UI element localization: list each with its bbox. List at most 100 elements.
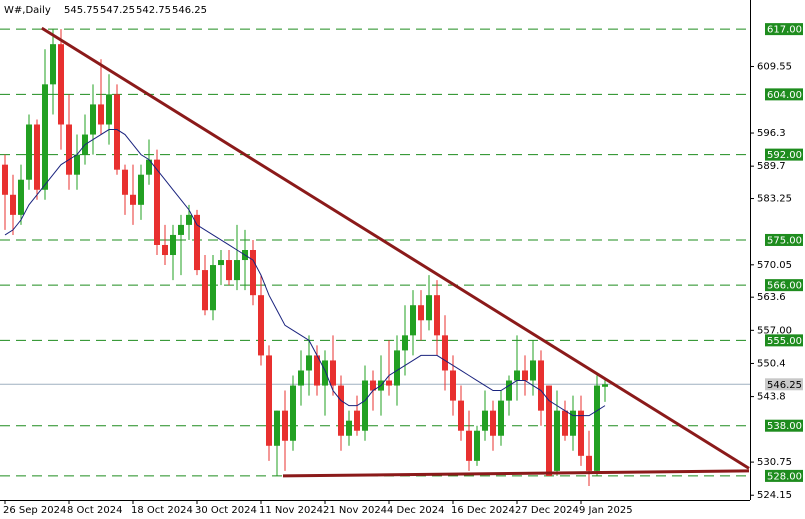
candle-body — [290, 385, 296, 441]
candle-body — [98, 104, 104, 125]
candle-body — [234, 260, 240, 281]
candle-body — [354, 410, 360, 431]
y-tick-label: 543.8 — [757, 392, 786, 403]
level-label-box — [765, 334, 803, 347]
candle-body — [546, 385, 552, 476]
level-label: 617.00 — [767, 25, 802, 36]
candle-body — [402, 335, 408, 351]
level-label-box — [765, 279, 803, 292]
candle-body — [362, 380, 368, 431]
candle-body — [578, 410, 584, 456]
candle-body — [562, 410, 568, 436]
candle-body — [146, 159, 152, 175]
header-value: 547.25 — [100, 5, 135, 16]
candle-body — [442, 335, 448, 371]
x-tick-label: 26 Sep 2024 — [3, 505, 66, 516]
candle-body — [570, 410, 576, 436]
candle-body — [586, 455, 592, 471]
candle-body — [266, 355, 272, 446]
candle-body — [282, 410, 288, 441]
x-tick-label: 18 Oct 2024 — [131, 505, 193, 516]
candle-body — [42, 84, 48, 190]
y-tick-label: 570.05 — [757, 260, 792, 271]
candle-body — [170, 234, 176, 256]
y-tick-label: 609.55 — [757, 62, 792, 73]
candle-body — [506, 380, 512, 401]
current-price-label: 546.25 — [767, 380, 802, 391]
candle-body — [314, 355, 320, 386]
level-label-box — [765, 419, 803, 432]
candle-body — [298, 370, 304, 386]
candle-body — [522, 370, 528, 381]
candle-body — [186, 214, 192, 225]
candle-body — [226, 260, 232, 281]
y-tick-label: 596.3 — [757, 128, 786, 139]
y-tick-label: 557.00 — [757, 325, 792, 336]
candle-body — [538, 360, 544, 411]
candle-body — [338, 385, 344, 436]
candle-body — [66, 124, 72, 175]
candle-body — [26, 124, 32, 180]
candle-body — [498, 400, 504, 436]
candle-body — [58, 44, 64, 125]
candle-body — [10, 194, 16, 215]
header-value: 546.25 — [172, 5, 207, 16]
candle-body — [602, 384, 608, 387]
candle-body — [250, 250, 256, 296]
candle-body — [178, 224, 184, 235]
candle-body — [194, 214, 200, 271]
candle-body — [474, 430, 480, 461]
x-tick-label: 11 Nov 2024 — [259, 505, 323, 516]
candle-body — [258, 295, 264, 356]
candle-body — [322, 360, 328, 386]
x-tick-label: 8 Oct 2024 — [67, 505, 122, 516]
level-label: 538.00 — [767, 421, 802, 432]
candle-body — [450, 370, 456, 401]
candle-body — [130, 194, 136, 205]
candle-body — [18, 179, 24, 215]
x-tick-label: 21 Nov 2024 — [323, 505, 387, 516]
candle-body — [370, 380, 376, 391]
candle-body — [346, 420, 352, 436]
candle-body — [74, 154, 80, 175]
header-value: 545.75 — [64, 5, 99, 16]
candle-body — [50, 44, 56, 85]
level-label-box — [765, 148, 803, 161]
candle-body — [202, 270, 208, 311]
x-tick-label: 4 Dec 2024 — [387, 505, 445, 516]
level-label-box — [765, 469, 803, 482]
candle-body — [210, 265, 216, 311]
candle-body — [274, 410, 280, 446]
candle-body — [154, 159, 160, 245]
header-value: 542.75 — [136, 5, 171, 16]
candle-body — [426, 295, 432, 321]
x-tick-label: 30 Oct 2024 — [195, 505, 257, 516]
y-tick-label: 583.25 — [757, 194, 792, 205]
moving-average — [4, 129, 606, 417]
x-tick-label: 16 Dec 2024 — [451, 505, 515, 516]
x-tick-label: 9 Jan 2025 — [579, 505, 633, 516]
candle-body — [330, 360, 336, 386]
x-tick-label: 27 Dec 2024 — [515, 505, 579, 516]
candle-body — [138, 174, 144, 205]
y-tick-label: 550.4 — [757, 358, 786, 369]
level-label: 575.00 — [767, 235, 802, 246]
candle-body — [490, 410, 496, 436]
candle-body — [410, 305, 416, 336]
candle-body — [482, 410, 488, 431]
candle-body — [434, 295, 440, 336]
header: W#,Daily — [4, 5, 51, 16]
y-tick-label: 530.75 — [757, 457, 792, 468]
level-label-box — [765, 233, 803, 246]
candle-body — [418, 305, 424, 321]
candle-body — [458, 400, 464, 431]
candle-body — [466, 430, 472, 461]
candle-body — [306, 355, 312, 371]
y-tick-label: 589.7 — [757, 161, 786, 172]
trendline — [282, 469, 750, 478]
level-label: 555.00 — [767, 336, 802, 347]
candle-body — [2, 164, 8, 195]
chart-title: W#,Daily — [4, 5, 51, 16]
level-label: 592.00 — [767, 150, 802, 161]
